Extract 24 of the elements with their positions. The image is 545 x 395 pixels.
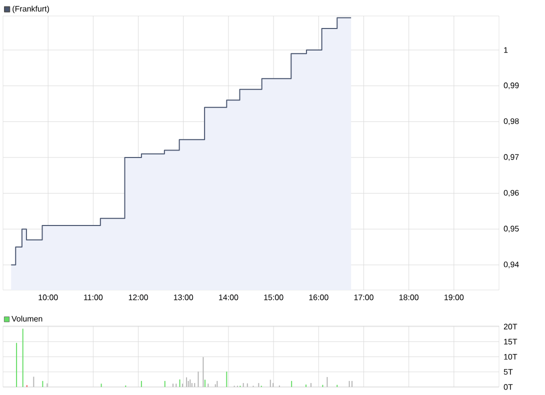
y-tick-label: 15T	[504, 338, 518, 344]
x-tick-label: 13:00	[174, 294, 194, 300]
legend-label: Volumen	[12, 316, 42, 322]
y-tick-label: 0,95	[504, 226, 519, 232]
x-tick-label: 19:00	[444, 294, 464, 300]
y-tick-label: 1	[504, 47, 508, 53]
y-tick-label: 0,97	[504, 154, 519, 161]
x-tick-label: 14:00	[219, 294, 238, 300]
y-tick-label: 0,99	[504, 82, 519, 90]
y-tick-label: 5T	[504, 369, 513, 375]
x-tick-label: 10:00	[38, 294, 58, 300]
x-tick-label: 17:00	[354, 294, 374, 300]
x-tick-label: 11:00	[84, 294, 103, 300]
y-tick-label: 10T	[504, 354, 518, 360]
x-tick-label: 18:00	[399, 294, 419, 300]
y-tick-label: 0,96	[504, 190, 519, 197]
x-tick-label: 12:00	[128, 294, 148, 300]
legend-label: (Frankfurt)	[12, 6, 49, 14]
y-tick-label: 0,98	[504, 118, 519, 125]
y-tick-label: 20T	[504, 324, 518, 330]
y-tick-label: 0T	[504, 384, 513, 390]
x-tick-label: 16:00	[309, 294, 328, 300]
x-tick-label: 15:00	[264, 294, 284, 300]
y-tick-label: 0,94	[504, 262, 519, 268]
